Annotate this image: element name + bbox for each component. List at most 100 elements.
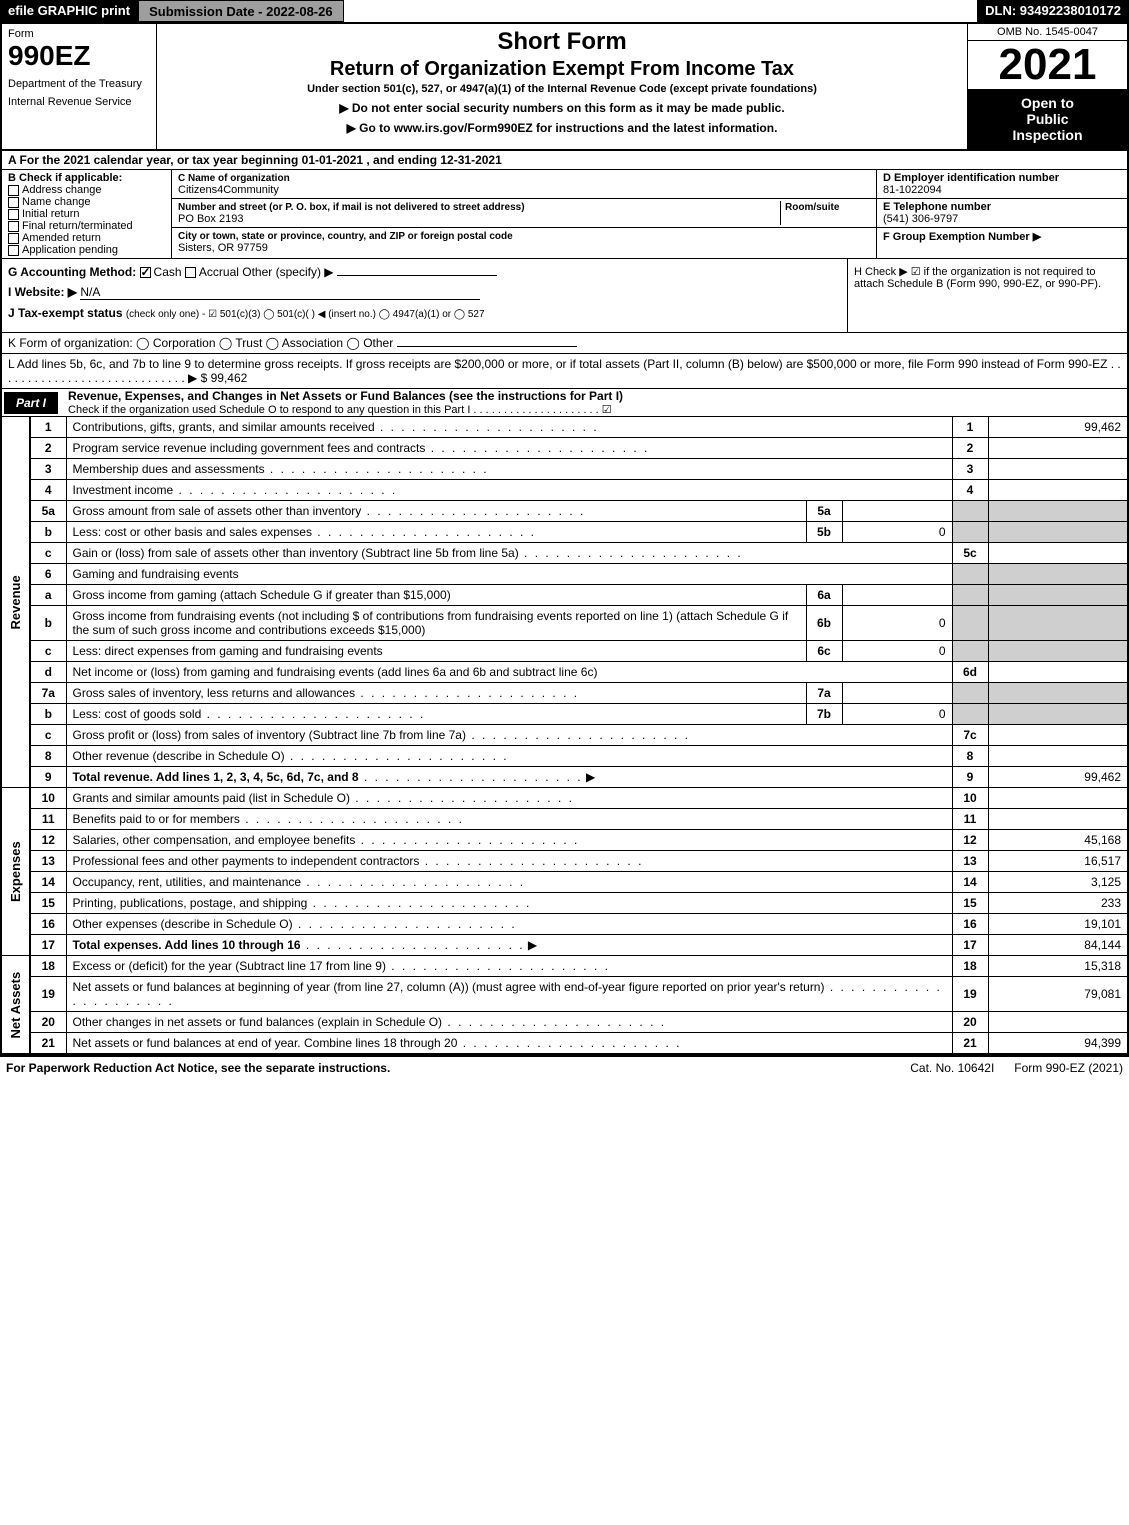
- efile-print[interactable]: efile GRAPHIC print: [0, 0, 138, 22]
- goto-link[interactable]: ▶ Go to www.irs.gov/Form990EZ for instru…: [163, 121, 961, 135]
- ssn-warning: ▶ Do not enter social security numbers o…: [163, 101, 961, 115]
- k-text: K Form of organization: ◯ Corporation ◯ …: [8, 336, 393, 350]
- linenum-21: 21: [30, 1033, 66, 1055]
- amt-6-shaded: [988, 564, 1128, 585]
- linenum-19: 19: [30, 977, 66, 1012]
- amt-18: 15,318: [988, 956, 1128, 977]
- amt-5a-shaded: [988, 501, 1128, 522]
- footer-catno: Cat. No. 10642I: [910, 1061, 994, 1075]
- amt-4: [988, 480, 1128, 501]
- linenum-6d: d: [30, 662, 66, 683]
- checkbox-amended-return[interactable]: [8, 233, 19, 244]
- ghij-right: H Check ▶ ☑ if the organization is not r…: [847, 259, 1127, 332]
- street-address: PO Box 2193: [178, 213, 243, 225]
- line-5b-desc: Less: cost or other basis and sales expe…: [73, 525, 312, 539]
- checkbox-name-change[interactable]: [8, 197, 19, 208]
- b-item-2: Initial return: [22, 208, 79, 220]
- amt-14: 3,125: [988, 872, 1128, 893]
- line-5c-desc: Gain or (loss) from sale of assets other…: [73, 546, 519, 560]
- line-6c-desc: Less: direct expenses from gaming and fu…: [73, 644, 383, 658]
- city-state-zip: Sisters, OR 97759: [178, 242, 268, 254]
- linenum-20: 20: [30, 1012, 66, 1033]
- website-value: N/A: [80, 285, 480, 300]
- line-11-desc: Benefits paid to or for members: [73, 812, 240, 826]
- ein-value: 81-1022094: [883, 184, 942, 196]
- part1-title: Revenue, Expenses, and Changes in Net As…: [60, 389, 623, 403]
- sub-7a: 7a: [806, 683, 842, 704]
- side-netassets: Net Assets: [1, 956, 30, 1055]
- box-11: 11: [952, 809, 988, 830]
- dept-treasury: Department of the Treasury: [8, 78, 150, 90]
- linenum-18: 18: [30, 956, 66, 977]
- checkbox-initial-return[interactable]: [8, 209, 19, 220]
- k-row: K Form of organization: ◯ Corporation ◯ …: [0, 333, 1129, 354]
- col-c: C Name of organization Citizens4Communit…: [172, 170, 877, 258]
- b-item-3: Final return/terminated: [22, 220, 133, 232]
- line-21-desc: Net assets or fund balances at end of ye…: [73, 1036, 458, 1050]
- header-right: OMB No. 1545-0047 2021 Open to Public In…: [967, 24, 1127, 149]
- telephone-value: (541) 306-9797: [883, 213, 958, 225]
- sub-5a: 5a: [806, 501, 842, 522]
- b-item-1: Name change: [22, 196, 91, 208]
- amt-10: [988, 788, 1128, 809]
- amt-11: [988, 809, 1128, 830]
- side-revenue: Revenue: [1, 417, 30, 788]
- linenum-13: 13: [30, 851, 66, 872]
- header-subtitle: Under section 501(c), 527, or 4947(a)(1)…: [163, 83, 961, 95]
- amt-9: 99,462: [988, 767, 1128, 788]
- line-7b-desc: Less: cost of goods sold: [73, 707, 202, 721]
- i-label: I Website: ▶: [8, 285, 77, 299]
- box-19: 19: [952, 977, 988, 1012]
- sub-6a: 6a: [806, 585, 842, 606]
- box-8: 8: [952, 746, 988, 767]
- line-6a-desc: Gross income from gaming (attach Schedul…: [73, 588, 451, 602]
- line-9-desc: Total revenue. Add lines 1, 2, 3, 4, 5c,…: [73, 770, 359, 784]
- subamt-7a: [842, 683, 952, 704]
- linenum-8: 8: [30, 746, 66, 767]
- box-6d: 6d: [952, 662, 988, 683]
- checkbox-accrual[interactable]: [185, 267, 196, 278]
- box-6-shaded: [952, 564, 988, 585]
- line-12-desc: Salaries, other compensation, and employ…: [73, 833, 356, 847]
- short-form-title: Short Form: [163, 28, 961, 56]
- checkbox-final-return[interactable]: [8, 221, 19, 232]
- linenum-5b: b: [30, 522, 66, 543]
- subamt-6a: [842, 585, 952, 606]
- amt-21: 94,399: [988, 1033, 1128, 1055]
- form-number: 990EZ: [8, 40, 150, 72]
- l-text: L Add lines 5b, 6c, and 7b to line 9 to …: [8, 357, 1121, 385]
- linenum-5c: c: [30, 543, 66, 564]
- box-10: 10: [952, 788, 988, 809]
- checkbox-application-pending[interactable]: [8, 245, 19, 256]
- linenum-17: 17: [30, 935, 66, 956]
- box-6a-shaded: [952, 585, 988, 606]
- box-21: 21: [952, 1033, 988, 1055]
- side-expenses: Expenses: [1, 788, 30, 956]
- form-label: Form: [8, 28, 150, 40]
- linenum-7b: b: [30, 704, 66, 725]
- footer-left: For Paperwork Reduction Act Notice, see …: [6, 1061, 890, 1075]
- part1-tab: Part I: [4, 392, 58, 414]
- line-6d-desc: Net income or (loss) from gaming and fun…: [73, 665, 598, 679]
- box-5c: 5c: [952, 543, 988, 564]
- open-to-public: Open to Public Inspection: [968, 89, 1127, 149]
- ghij-left: G Accounting Method: Cash Accrual Other …: [2, 259, 847, 332]
- linenum-5a: 5a: [30, 501, 66, 522]
- submission-date: Submission Date - 2022-08-26: [138, 0, 344, 22]
- amt-12: 45,168: [988, 830, 1128, 851]
- checkbox-cash[interactable]: [140, 267, 151, 278]
- amt-3: [988, 459, 1128, 480]
- linenum-3: 3: [30, 459, 66, 480]
- line-1-desc: Contributions, gifts, grants, and simila…: [73, 420, 375, 434]
- amt-5c: [988, 543, 1128, 564]
- linenum-4: 4: [30, 480, 66, 501]
- linenum-6: 6: [30, 564, 66, 585]
- c-street-label: Number and street (or P. O. box, if mail…: [178, 202, 525, 213]
- open-line3: Inspection: [974, 127, 1121, 143]
- amt-6d: [988, 662, 1128, 683]
- box-18: 18: [952, 956, 988, 977]
- checkbox-address-change[interactable]: [8, 185, 19, 196]
- f-label: F Group Exemption Number ▶: [883, 231, 1041, 243]
- box-5a-shaded: [952, 501, 988, 522]
- l-row: L Add lines 5b, 6c, and 7b to line 9 to …: [0, 354, 1129, 389]
